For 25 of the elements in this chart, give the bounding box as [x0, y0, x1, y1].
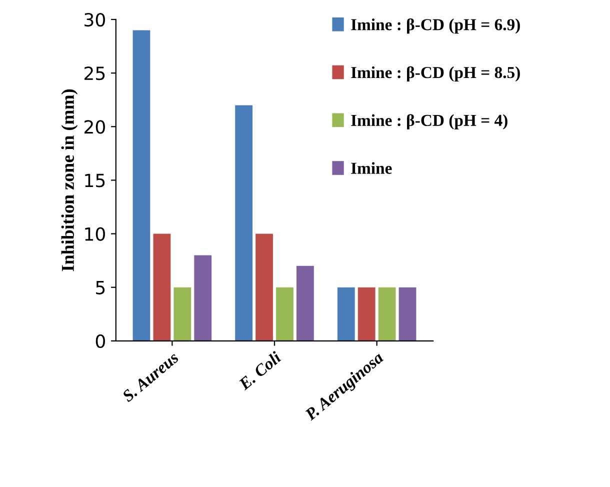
- y-tick-label: 30: [84, 12, 105, 27]
- bar: [194, 255, 212, 341]
- bar: [358, 287, 376, 341]
- bar: [276, 287, 294, 341]
- y-tick-label: 0: [96, 334, 105, 348]
- y-axis-title: Inhibition zone in (mm): [61, 89, 78, 272]
- bar: [378, 287, 396, 341]
- y-tick-label: 20: [84, 120, 105, 134]
- bar: [296, 266, 314, 341]
- legend-label: Imine: [351, 162, 392, 174]
- y-tick-label: 15: [85, 174, 105, 188]
- bar: [153, 234, 171, 341]
- legend-label: Imine : β-CD (pH = 8.5): [351, 66, 520, 82]
- bar: [132, 30, 150, 341]
- legend-label: Imine : β-CD (pH = 6.9): [351, 18, 520, 34]
- x-tick-label: E. Coli: [238, 350, 282, 391]
- bar: [174, 287, 192, 341]
- y-tick-label: 5: [96, 281, 105, 294]
- y-tick-label: 10: [85, 227, 105, 241]
- bar: [398, 287, 416, 341]
- bar: [256, 234, 273, 341]
- bar: [337, 287, 355, 341]
- bar: [235, 105, 252, 341]
- y-tick-label: 25: [84, 66, 105, 80]
- legend-label: Imine : β-CD (pH = 4): [351, 114, 508, 130]
